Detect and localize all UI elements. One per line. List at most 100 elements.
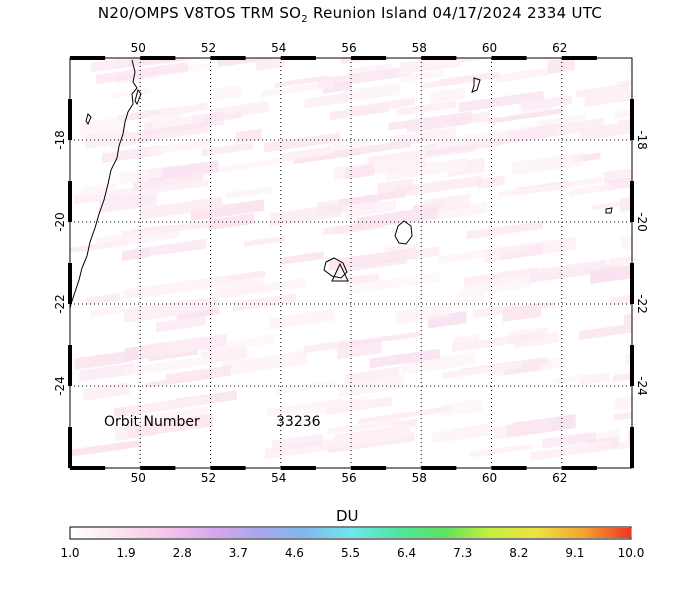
colorbar-segment	[531, 528, 536, 538]
so2-pixel	[396, 100, 457, 117]
colorbar-segment	[331, 528, 336, 538]
reunion-island	[323, 257, 348, 279]
colorbar-segment	[379, 528, 384, 538]
so2-pixel	[201, 141, 253, 157]
colorbar-segment	[343, 528, 348, 538]
colorbar-segment	[403, 528, 408, 538]
colorbar-segment	[279, 528, 284, 538]
so2-pixel	[280, 251, 324, 265]
so2-pixel	[438, 243, 526, 264]
so2-pixel	[453, 334, 480, 346]
colorbar-segment	[71, 528, 76, 538]
lon-tick-top: 60	[482, 41, 497, 55]
so2-pixel	[215, 277, 264, 298]
colorbar-segment	[359, 528, 364, 538]
colorbar-segment	[447, 528, 452, 538]
colorbar-segment	[291, 528, 296, 538]
colorbar-segment	[263, 528, 268, 538]
so2-pixel	[345, 273, 379, 286]
so2-pixel	[385, 157, 468, 181]
colorbar-segment	[595, 528, 600, 538]
colorbar-segment	[231, 528, 236, 538]
so2-pixel	[628, 58, 632, 71]
so2-pixel	[406, 118, 471, 133]
colorbar-segment	[103, 528, 108, 538]
colorbar-segment	[111, 528, 116, 538]
colorbar-segment	[495, 528, 500, 538]
so2-pixel	[274, 75, 330, 88]
so2-pixel	[469, 443, 533, 458]
coastlines	[70, 59, 613, 312]
colorbar-segment	[287, 528, 292, 538]
so2-pixel	[334, 257, 408, 274]
colorbar-tick-label: 8.2	[509, 546, 529, 560]
volcano-triangle-icon	[331, 262, 349, 282]
so2-pixel	[148, 160, 219, 182]
lat-tick-right: -18	[635, 130, 649, 150]
so2-pixel	[621, 233, 632, 250]
colorbar-segment	[523, 528, 528, 538]
colorbar-segment	[155, 528, 160, 538]
colorbar-segment	[367, 528, 372, 538]
colorbar-segment	[223, 528, 228, 538]
colorbar-segment	[503, 528, 508, 538]
so2-pixel	[511, 152, 584, 176]
so2-pixel	[358, 405, 452, 425]
colorbar-segment	[271, 528, 276, 538]
colorbar-segment	[107, 528, 112, 538]
colorbar-segment	[555, 528, 560, 538]
colorbar-segment	[451, 528, 456, 538]
so2-pixel	[156, 395, 212, 412]
colorbar-segment	[439, 528, 444, 538]
colorbar-segment	[487, 528, 492, 538]
so2-pixel	[148, 349, 198, 362]
colorbar-segment	[91, 528, 96, 538]
colorbar-segment	[99, 528, 104, 538]
so2-pixel	[623, 305, 632, 327]
axis-labels: 50 50 52 52 54 54 56 56 58 58 60 60 62 62 -18 -18 -20 -20…	[53, 41, 649, 485]
colorbar-segment	[203, 528, 208, 538]
so2-pixel	[590, 261, 632, 285]
so2-pixel	[553, 374, 585, 384]
colorbar-segment	[255, 528, 260, 538]
so2-pixel	[83, 382, 130, 401]
so2-pixel	[430, 87, 465, 104]
so2-field	[70, 58, 632, 461]
so2-pixel	[266, 398, 345, 417]
colorbar-segment	[499, 528, 504, 538]
so2-pixel	[348, 271, 441, 295]
so2-pixel	[293, 149, 361, 165]
map-title: N20/OMPS V8TOS TRM SO2 Reunion Island 04…	[97, 4, 603, 25]
so2-pixel	[530, 441, 612, 461]
colorbar-segment	[259, 528, 264, 538]
so2-pixel	[406, 246, 440, 260]
lat-tick-left: -24	[53, 376, 67, 396]
colorbar-tick-label: 5.5	[340, 546, 361, 560]
so2-pixel	[225, 185, 273, 200]
so2-pixel	[79, 362, 135, 382]
so2-pixel	[275, 380, 336, 395]
colorbar-segment	[347, 528, 352, 538]
colorbar-segment	[483, 528, 488, 538]
so2-pixel	[264, 437, 347, 460]
so2-pixel	[435, 126, 530, 149]
colorbar-segment	[311, 528, 316, 538]
colorbar-segment	[127, 528, 132, 538]
so2-pixel	[580, 116, 632, 141]
colorbar-segment	[187, 528, 192, 538]
colorbar-segment	[295, 528, 300, 538]
so2-pixel	[210, 100, 269, 120]
so2-pixel	[344, 164, 375, 180]
colorbar-segment	[95, 528, 100, 538]
colorbar-segment	[151, 528, 156, 538]
colorbar-tick-label: 1.9	[116, 546, 136, 560]
colorbar-segment	[543, 528, 548, 538]
colorbar-segment	[123, 528, 128, 538]
so2-pixel	[125, 354, 216, 377]
lon-tick-bottom: 58	[412, 471, 427, 485]
so2-pixel	[463, 274, 531, 297]
colorbar-segment	[603, 528, 608, 538]
so2-pixel	[508, 69, 536, 81]
lat-tick-right: -24	[635, 376, 649, 396]
mauritius-island	[394, 220, 413, 245]
